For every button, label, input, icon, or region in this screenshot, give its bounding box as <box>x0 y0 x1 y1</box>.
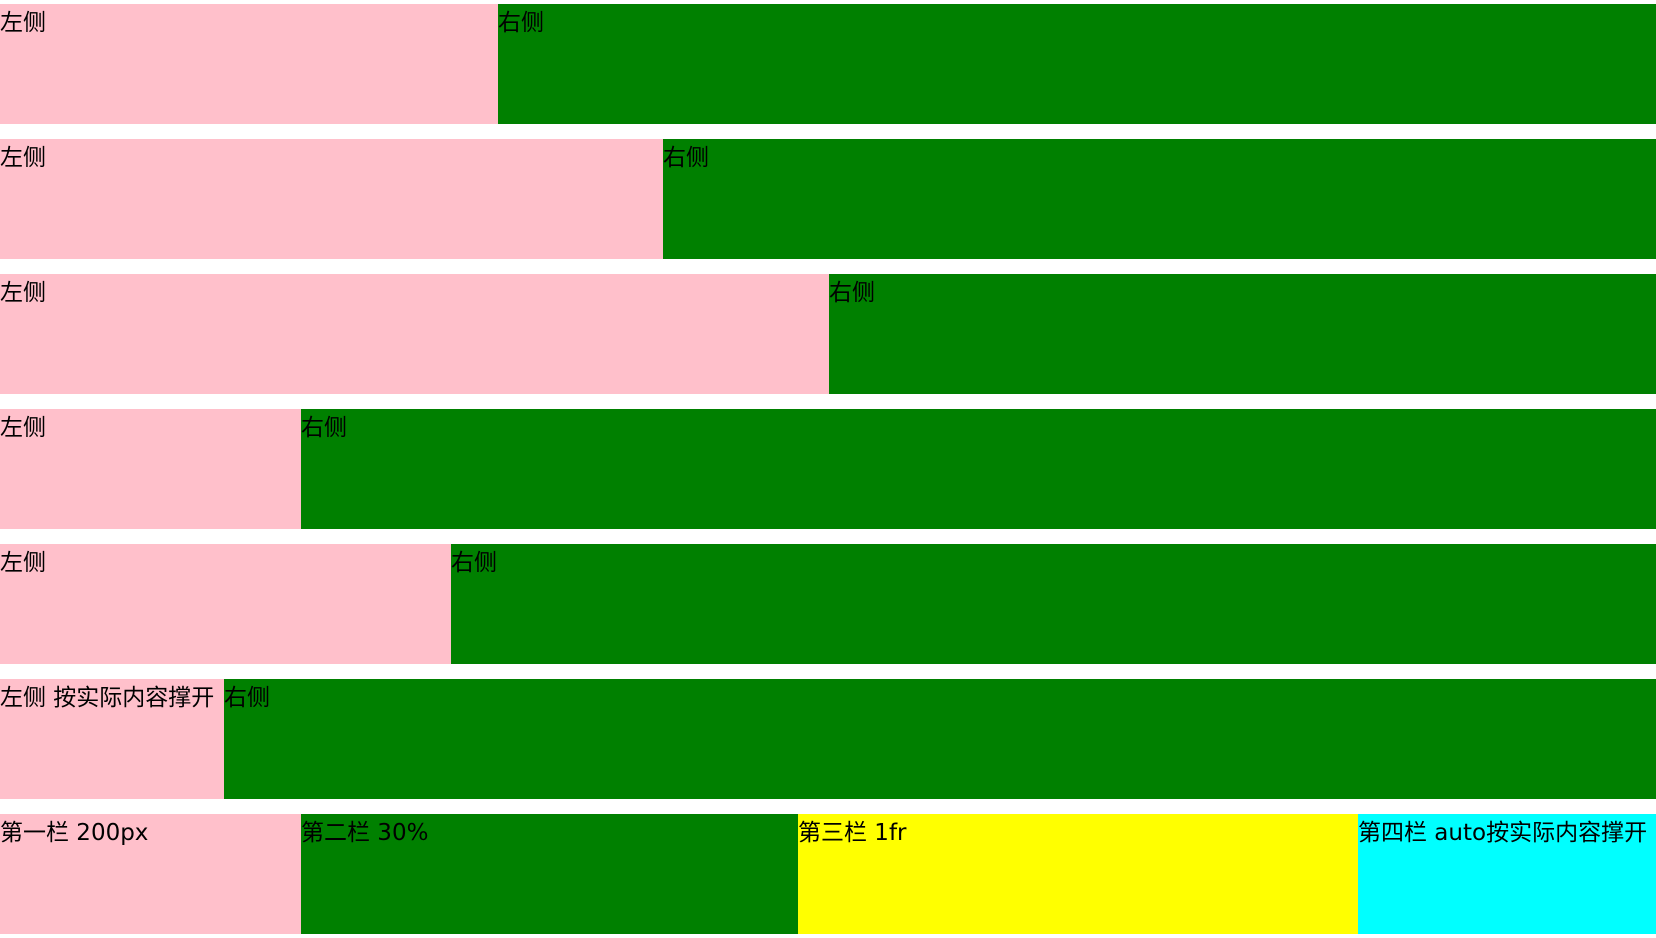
right-column: 右侧 <box>829 274 1656 394</box>
right-column: 右侧 <box>451 544 1656 664</box>
first-column: 第一栏 200px <box>0 814 301 934</box>
grid-row-3: 左侧 右侧 <box>0 274 1656 394</box>
grid-row-4: 左侧 右侧 <box>0 409 1656 529</box>
left-column: 左侧 <box>0 274 829 394</box>
left-column: 左侧 <box>0 4 498 124</box>
left-column: 左侧 按实际内容撑开 <box>0 679 224 799</box>
left-column: 左侧 <box>0 409 301 529</box>
right-column: 右侧 <box>224 679 1656 799</box>
left-column: 左侧 <box>0 544 451 664</box>
grid-row-1: 左侧 右侧 <box>0 4 1656 124</box>
third-column: 第三栏 1fr <box>798 814 1358 934</box>
right-column: 右侧 <box>498 4 1656 124</box>
left-column: 左侧 <box>0 139 663 259</box>
grid-row-four-columns: 第一栏 200px 第二栏 30% 第三栏 1fr 第四栏 auto按实际内容撑… <box>0 814 1656 934</box>
fourth-column: 第四栏 auto按实际内容撑开 <box>1358 814 1656 934</box>
right-column: 右侧 <box>301 409 1656 529</box>
grid-row-5: 左侧 右侧 <box>0 544 1656 664</box>
right-column: 右侧 <box>663 139 1656 259</box>
grid-row-2: 左侧 右侧 <box>0 139 1656 259</box>
second-column: 第二栏 30% <box>301 814 798 934</box>
grid-row-6: 左侧 按实际内容撑开 右侧 <box>0 679 1656 799</box>
